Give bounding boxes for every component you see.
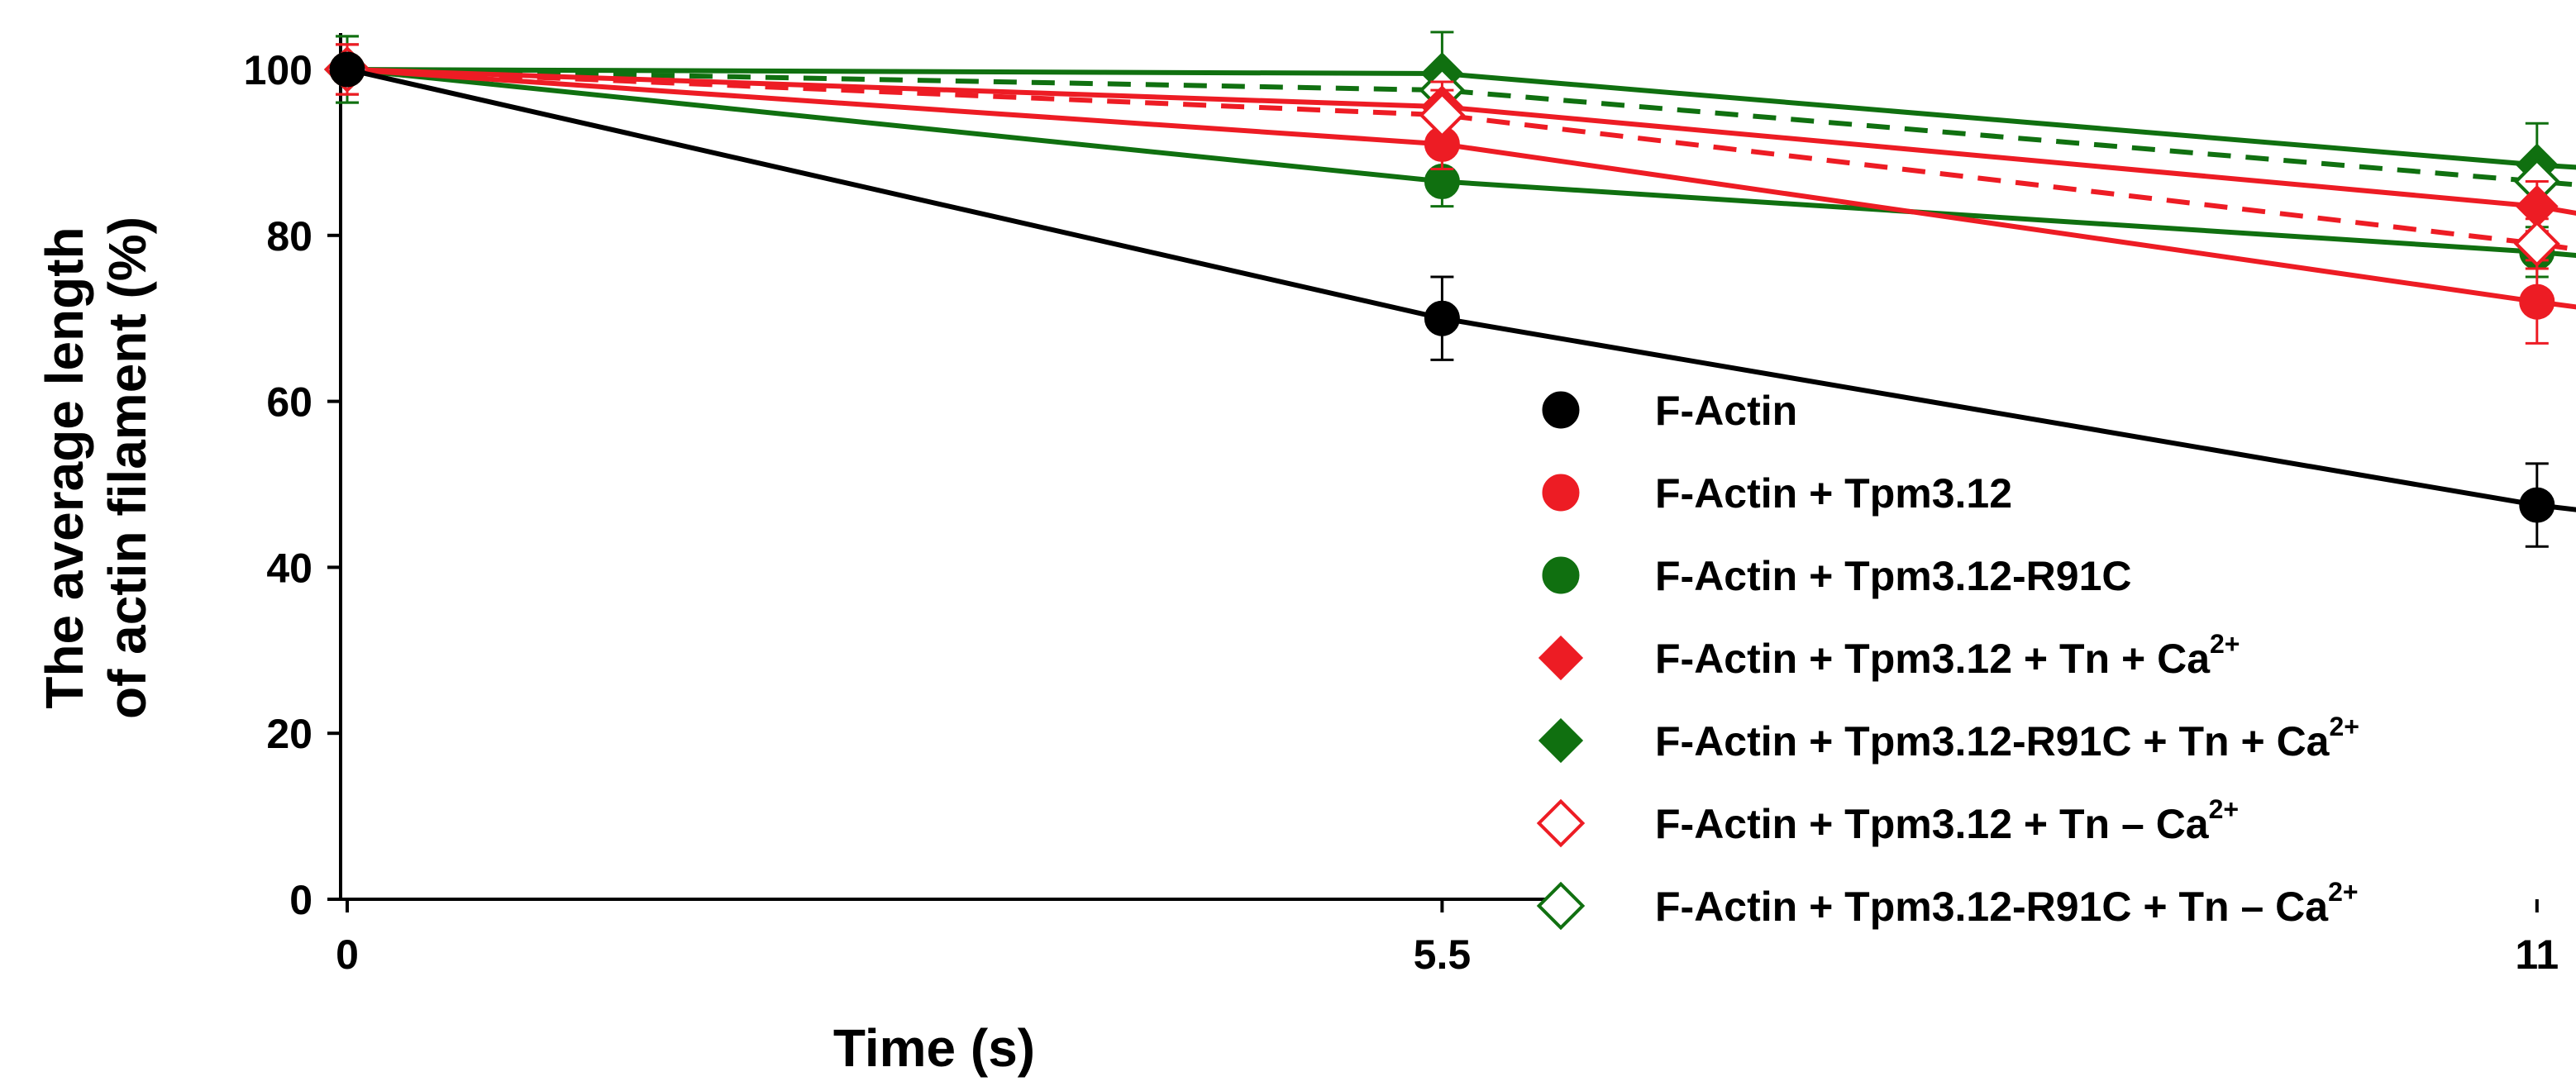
legend-label-text: F-Actin + Tpm3.12-R91C [1655,553,2132,599]
x-tick-label: 0 [336,931,359,978]
series-5 [323,43,2576,270]
legend-label-superscript: 2+ [2329,712,2359,741]
data-point [2513,220,2560,267]
y-tick-label: 40 [266,545,312,591]
legend-marker [1538,717,1584,764]
series-1 [329,43,2576,345]
legend-marker [1542,474,1580,512]
y-tick-label: 100 [244,47,312,93]
legend-label: F-Actin + Tpm3.12 [1655,470,2012,517]
y-tick-label: 0 [289,877,312,923]
legend-label: F-Actin + Tpm3.12 + Tn + Ca2+ [1655,629,2240,682]
legend-marker [1542,556,1580,594]
legend-item: F-Actin + Tpm3.12 + Tn – Ca2+ [1536,794,2239,848]
series-line [346,67,2576,216]
series-line [346,67,2576,259]
x-tick-label: 11 [2515,931,2559,978]
x-tick-label: 5.5 [1414,931,1472,978]
legend-label: F-Actin + Tpm3.12 + Tn – Ca2+ [1655,794,2239,847]
y-tick-label: 80 [266,213,312,260]
data-point [2519,283,2555,320]
data-point [329,51,365,88]
x-axis-label: Time (s) [833,1018,1035,1078]
data-point [2519,487,2555,523]
series-line [346,67,2576,512]
data-point [1424,300,1460,336]
legend-item: F-Actin [1542,388,1797,434]
y-axis-label-line: The average length [35,226,94,708]
legend-item: F-Actin + Tpm3.12-R91C [1542,553,2132,599]
data-point [1419,92,1466,139]
legend-label-superscript: 2+ [2328,877,2358,907]
legend-item: F-Actin + Tpm3.12-R91C + Tn – Ca2+ [1536,877,2359,931]
legend: F-Actin F-Actin + Tpm3.12 F-Actin + Tpm3.1… [1536,388,2359,931]
series-0 [329,51,2576,548]
legend-label-text: F-Actin + Tpm3.12-R91C + Tn – Ca [1655,884,2329,930]
legend-item: F-Actin + Tpm3.12 [1542,470,2012,517]
legend-label-superscript: 2+ [2209,794,2239,824]
legend-label-text: F-Actin + Tpm3.12 [1655,470,2012,517]
legend-marker [1536,798,1586,848]
legend-item: F-Actin + Tpm3.12-R91C + Tn + Ca2+ [1538,712,2359,765]
series-line [346,67,2576,310]
legend-label: F-Actin + Tpm3.12-R91C + Tn – Ca2+ [1655,877,2359,930]
series-line [346,67,2576,252]
y-axis-label-line: of actin filament (%) [98,217,157,719]
legend-label-superscript: 2+ [2210,629,2240,659]
legend-label-text: F-Actin [1655,388,1797,434]
series-layer [323,31,2576,548]
legend-item: F-Actin + Tpm3.12 + Tn + Ca2+ [1538,629,2240,682]
legend-label-text: F-Actin + Tpm3.12 + Tn + Ca [1655,636,2211,682]
legend-marker [1536,881,1586,931]
y-tick-label: 20 [266,711,312,757]
y-tick-label: 60 [266,379,312,426]
legend-label: F-Actin + Tpm3.12-R91C + Tn + Ca2+ [1655,712,2359,765]
legend-label-text: F-Actin + Tpm3.12-R91C + Tn + Ca [1655,718,2330,765]
legend-label: F-Actin + Tpm3.12-R91C [1655,553,2132,599]
legend-marker [1542,391,1580,429]
series-line [346,67,2576,170]
legend-label: F-Actin [1655,388,1797,434]
legend-label-text: F-Actin + Tpm3.12 + Tn – Ca [1655,801,2210,847]
legend-marker [1538,635,1584,681]
y-axis-label: The average length of actin filament (%) [35,217,157,719]
